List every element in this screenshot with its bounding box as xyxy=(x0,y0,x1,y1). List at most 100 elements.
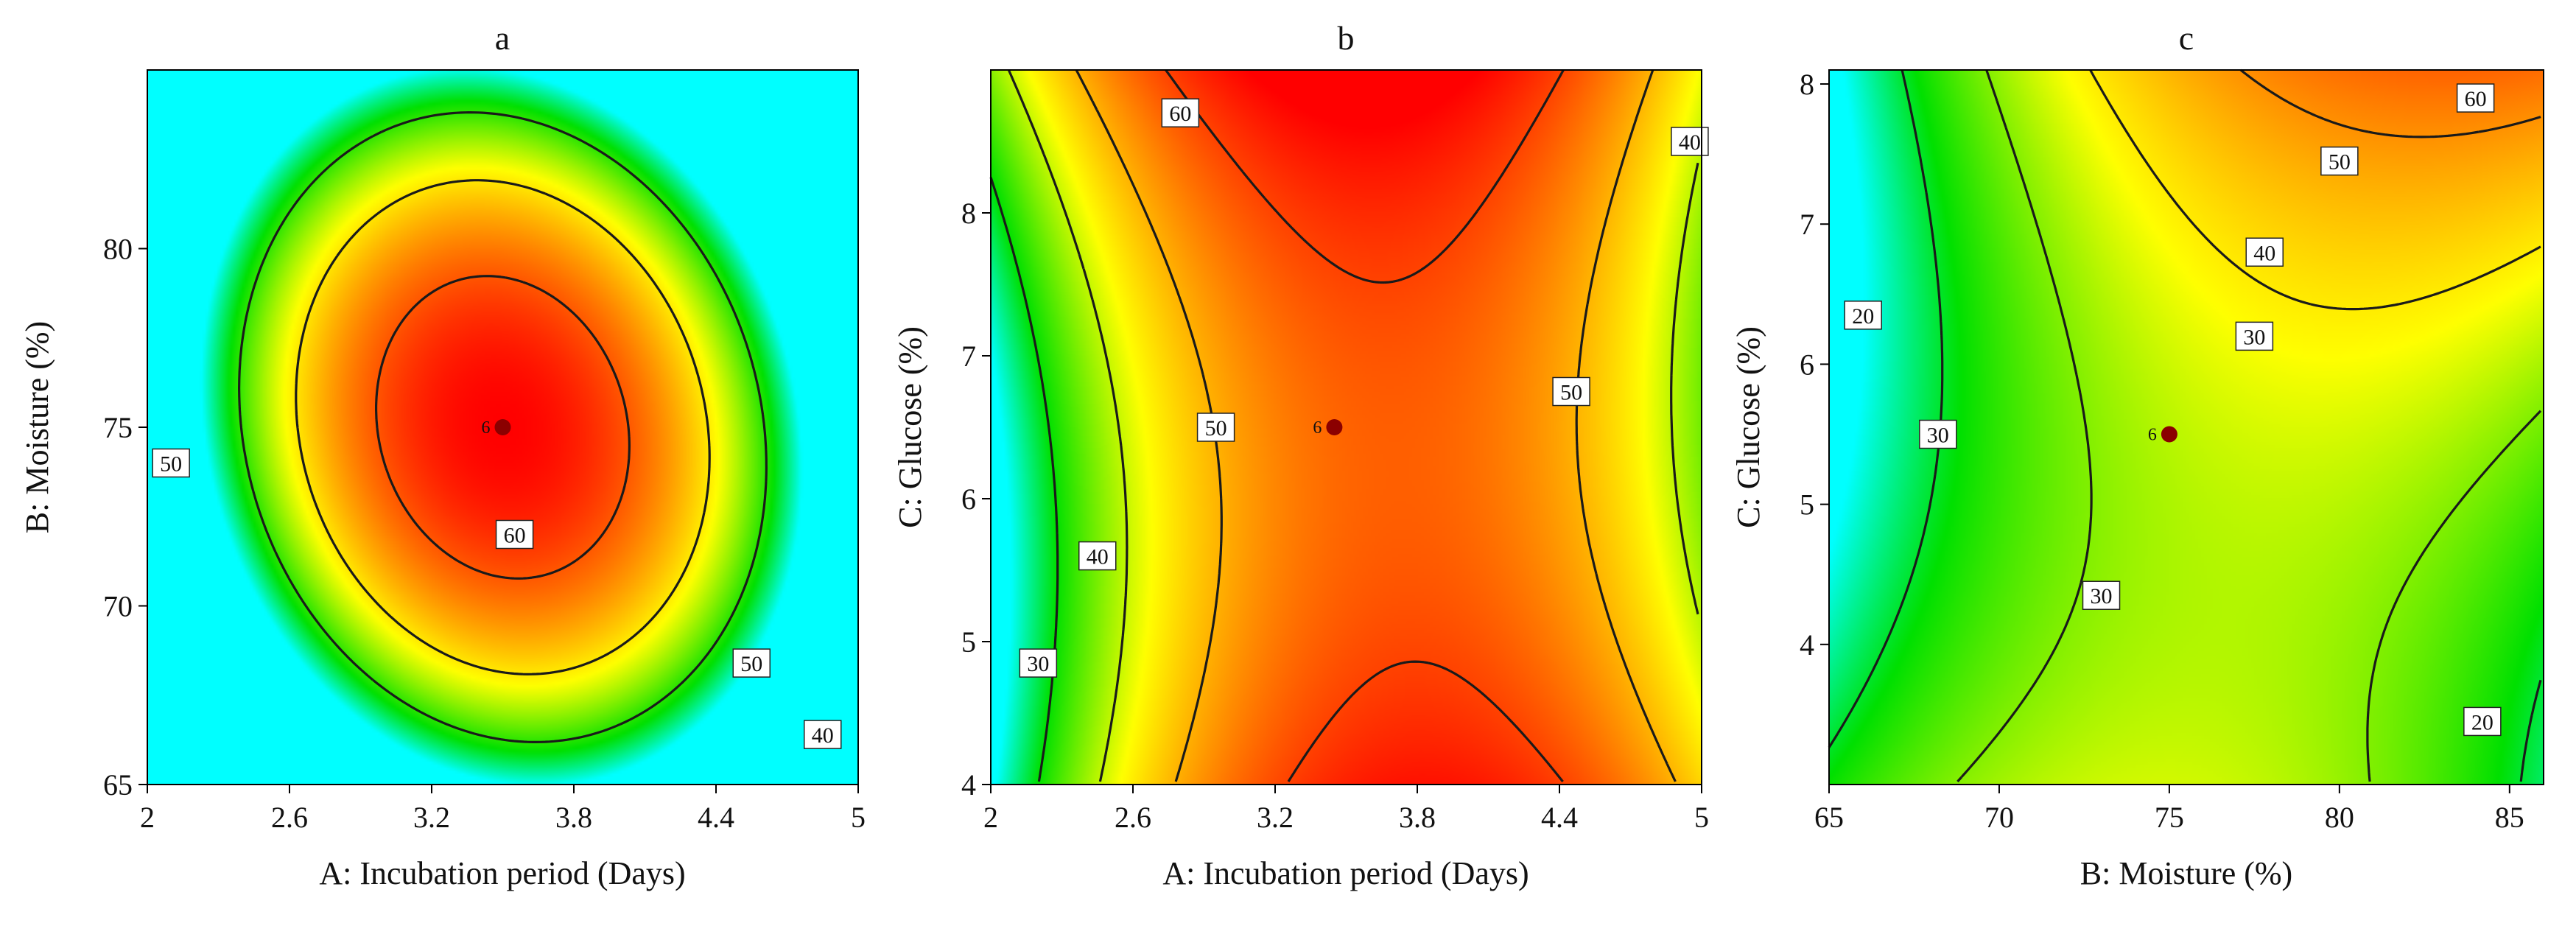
contour-label: 20 xyxy=(1844,301,1882,330)
y-tick-label: 80 xyxy=(103,233,133,266)
contour-label: 40 xyxy=(1078,541,1117,571)
center-point-b: 6 xyxy=(1313,418,1343,438)
x-ticks-b: 2 2.6 3.2 3.8 4.4 5 xyxy=(983,785,1709,834)
contour-label-text: 50 xyxy=(2328,150,2351,175)
contour-label: 30 xyxy=(1019,648,1058,678)
contour-label-text: 50 xyxy=(1560,381,1582,405)
contour-line-50 xyxy=(2239,69,2541,138)
y-tick-label: 8 xyxy=(1800,68,1814,101)
y-ticks-b: 4 5 6 7 8 xyxy=(961,197,991,801)
contour-label-text: 20 xyxy=(1852,304,1874,329)
contour-label-box xyxy=(2320,146,2359,176)
contour-label-text: 30 xyxy=(2243,325,2265,349)
contour-label-box xyxy=(1919,419,1957,449)
x-tick-label: 2 xyxy=(140,801,155,834)
contour-label-text: 40 xyxy=(2253,241,2275,265)
x-tick-label: 4.4 xyxy=(698,801,734,834)
plot-frame-b xyxy=(990,69,1702,785)
contour-label-box xyxy=(2082,580,2121,610)
contour-label-box xyxy=(2235,321,2274,351)
y-axis-title-b: C: Glucose (%) xyxy=(892,326,928,528)
x-ticks-c: 65 70 75 80 85 xyxy=(1814,785,2524,834)
contour-line-40 xyxy=(2089,69,2541,311)
contour-label-text: 30 xyxy=(1027,652,1049,676)
contour-label-text: 40 xyxy=(812,723,834,748)
contour-label: 40 xyxy=(1671,127,1709,156)
contour-label: 50 xyxy=(1552,376,1590,407)
plot-frame-c xyxy=(1828,69,2544,785)
contour-label-box xyxy=(1078,541,1117,571)
x-tick-label: 3.8 xyxy=(555,801,592,834)
y-tick-label: 6 xyxy=(1800,348,1814,381)
contour-lines-c xyxy=(1828,69,2542,783)
center-point-marker xyxy=(1326,419,1343,435)
contour-line-30 xyxy=(1956,69,2542,783)
contour-label: 60 xyxy=(2456,83,2495,113)
x-tick-label: 5 xyxy=(851,801,866,834)
x-tick-label: 3.2 xyxy=(1257,801,1294,834)
y-ticks-c: 4 5 6 7 8 xyxy=(1800,68,1829,662)
x-tick-label: 65 xyxy=(1814,801,1844,834)
y-tick-label: 65 xyxy=(103,768,133,801)
contour-label: 60 xyxy=(1161,98,1200,127)
contour-label-text: 50 xyxy=(1205,416,1227,441)
y-tick-label: 8 xyxy=(961,197,976,230)
contour-label-box xyxy=(732,648,771,678)
contour-label: 50 xyxy=(152,448,190,478)
x-tick-label: 2 xyxy=(983,801,998,834)
x-axis-title-c: B: Moisture (%) xyxy=(2080,855,2292,891)
x-axis-title-b: A: Incubation period (Days) xyxy=(1162,855,1529,891)
y-axis-title-a: B: Moisture (%) xyxy=(19,321,55,533)
y-tick-label: 4 xyxy=(961,768,976,801)
contour-label-text: 60 xyxy=(2465,87,2487,111)
x-tick-label: 80 xyxy=(2325,801,2354,834)
contour-label-box xyxy=(2245,237,2284,267)
contour-labels-b: 60 40 50 50 40 30 xyxy=(1019,98,1709,678)
contour-label-box xyxy=(1844,301,1882,330)
x-tick-label: 2.6 xyxy=(1115,801,1151,834)
contour-label: 60 xyxy=(495,519,534,550)
panel-title-b: b xyxy=(1338,19,1355,57)
center-point-label: 6 xyxy=(2148,426,2157,445)
contour-label: 50 xyxy=(1196,413,1235,442)
contour-label: 50 xyxy=(732,648,771,678)
x-tick-label: 85 xyxy=(2495,801,2524,834)
y-tick-label: 7 xyxy=(961,340,976,373)
contour-label: 30 xyxy=(2235,321,2274,351)
x-tick-label: 5 xyxy=(1694,801,1709,834)
contour-label: 30 xyxy=(1919,419,1957,449)
contour-label: 20 xyxy=(2463,706,2502,737)
y-tick-label: 4 xyxy=(1800,628,1814,662)
contour-label-box xyxy=(804,720,842,749)
contour-label: 30 xyxy=(2082,580,2121,610)
contour-label-text: 50 xyxy=(740,652,762,676)
contour-label-box xyxy=(152,448,190,478)
center-point-marker xyxy=(2161,426,2177,443)
x-tick-label: 3.8 xyxy=(1399,801,1436,834)
y-tick-label: 6 xyxy=(961,482,976,516)
contour-label-box xyxy=(1161,98,1200,127)
y-tick-label: 5 xyxy=(961,625,976,659)
contour-labels-a: 50 60 50 40 xyxy=(152,448,842,749)
x-tick-label: 70 xyxy=(1984,801,2014,834)
x-ticks-a: 2 2.6 3.2 3.8 4.4 5 xyxy=(140,785,866,834)
contour-line-60 xyxy=(375,275,631,580)
x-tick-label: 3.2 xyxy=(413,801,450,834)
y-ticks-a: 65 70 75 80 xyxy=(103,233,147,801)
center-point-a: 6 xyxy=(482,418,511,438)
x-axis-title-a: A: Incubation period (Days) xyxy=(319,855,685,891)
y-tick-label: 70 xyxy=(103,590,133,623)
contour-line-40 xyxy=(238,111,768,743)
y-axis-title-c: C: Glucose (%) xyxy=(1730,326,1766,528)
contour-label-text: 50 xyxy=(160,452,182,477)
panel-title-a: a xyxy=(495,19,510,57)
center-point-label: 6 xyxy=(482,418,491,438)
contour-lines-a xyxy=(238,111,768,743)
panel-title-c: c xyxy=(2179,19,2194,57)
contour-label-box xyxy=(1196,413,1235,442)
contour-label-text: 30 xyxy=(1927,424,1949,448)
y-tick-label: 75 xyxy=(103,411,133,444)
heatmap-b xyxy=(991,70,1702,785)
panel-c: 60 50 40 30 20 30 30 20 6 65 70 75 80 85 4 5 6 7 8 c B:… xyxy=(1730,19,2544,891)
